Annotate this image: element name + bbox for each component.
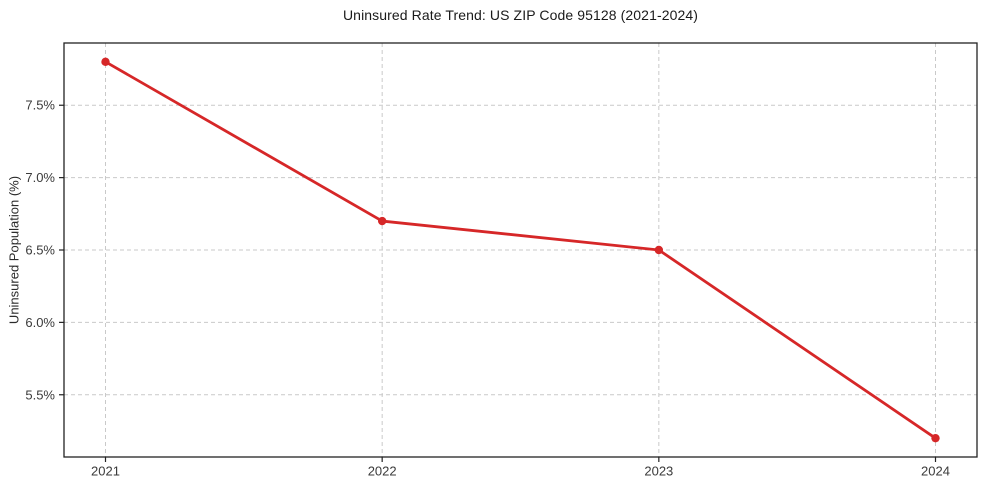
- y-tick-label: 7.5%: [25, 98, 55, 113]
- y-tick-label: 7.0%: [25, 170, 55, 185]
- data-point-marker: [101, 57, 110, 67]
- x-tick-label: 2024: [921, 464, 950, 479]
- x-tick-label: 2023: [644, 464, 673, 479]
- y-tick-label: 6.5%: [25, 243, 55, 258]
- y-tick-label: 5.5%: [25, 387, 55, 402]
- data-point-marker: [654, 245, 664, 255]
- y-tick-label: 6.0%: [25, 315, 55, 330]
- x-tick-label: 2022: [368, 464, 397, 479]
- data-point-marker: [377, 216, 387, 226]
- chart-title: Uninsured Rate Trend: US ZIP Code 95128 …: [342, 7, 699, 23]
- x-tick-label: 2021: [91, 464, 120, 479]
- trend-line: [104, 60, 937, 440]
- data-point-marker: [931, 433, 940, 443]
